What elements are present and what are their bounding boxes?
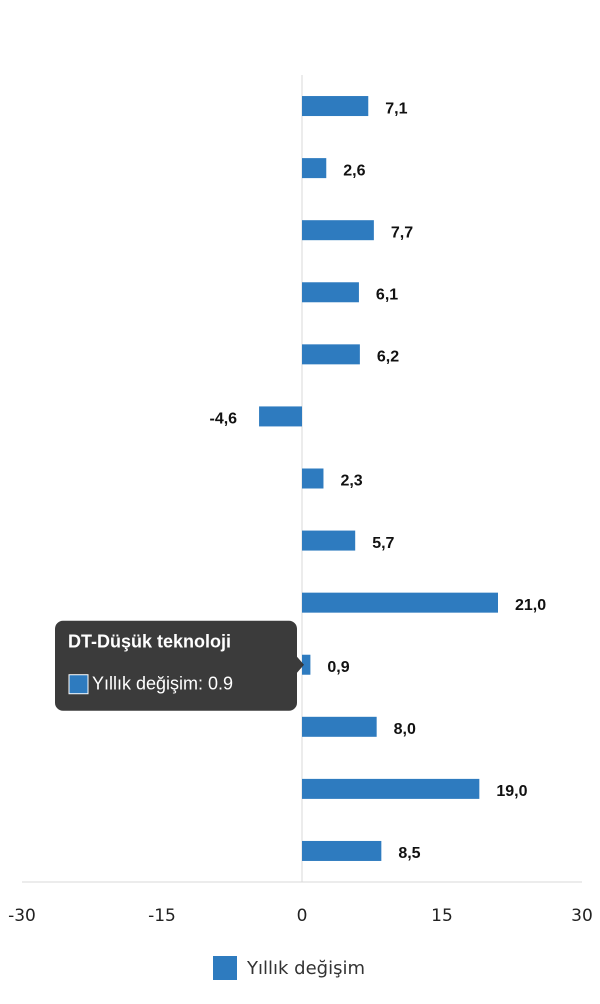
bar <box>302 468 324 489</box>
bar <box>302 530 356 551</box>
bar <box>302 96 369 117</box>
value-label: 7,1 <box>385 100 407 117</box>
value-label: 6,1 <box>376 286 398 303</box>
value-label: 8,5 <box>398 845 420 862</box>
bar <box>302 654 311 675</box>
x-tick-label: 15 <box>431 906 453 926</box>
value-label: -4,6 <box>209 411 237 428</box>
value-label: 2,6 <box>343 162 365 179</box>
value-label: 7,7 <box>391 224 413 241</box>
bar <box>302 840 382 861</box>
bar <box>302 716 377 737</box>
x-tick-label: -30 <box>8 906 36 926</box>
bar <box>302 344 360 365</box>
legend-label: Yıllık değişim <box>246 958 365 979</box>
value-label: 19,0 <box>496 783 527 800</box>
x-tick-label: -15 <box>148 906 176 926</box>
value-label: 8,0 <box>394 721 416 738</box>
tooltip-box <box>55 620 304 711</box>
tooltip-title: DT-Düşük teknoloji <box>68 631 231 651</box>
x-tick-label: 0 <box>297 906 308 926</box>
bar <box>302 158 327 179</box>
x-tick-label: 30 <box>571 906 593 926</box>
value-label: 5,7 <box>372 535 394 552</box>
bar <box>302 778 480 799</box>
bar <box>302 592 498 613</box>
value-label: 0,9 <box>327 659 349 676</box>
value-label: 6,2 <box>377 349 399 366</box>
bar <box>259 406 302 427</box>
value-label: 2,3 <box>340 473 362 490</box>
bar <box>302 220 374 241</box>
tooltip: DT-Düşük teknoloji Yıllık değişim: 0.9 <box>55 620 304 711</box>
value-label: 21,0 <box>515 597 546 614</box>
tooltip-text: Yıllık değişim: 0.9 <box>92 673 233 693</box>
tooltip-swatch <box>68 674 89 695</box>
bar <box>302 282 359 303</box>
legend-swatch <box>213 956 237 980</box>
